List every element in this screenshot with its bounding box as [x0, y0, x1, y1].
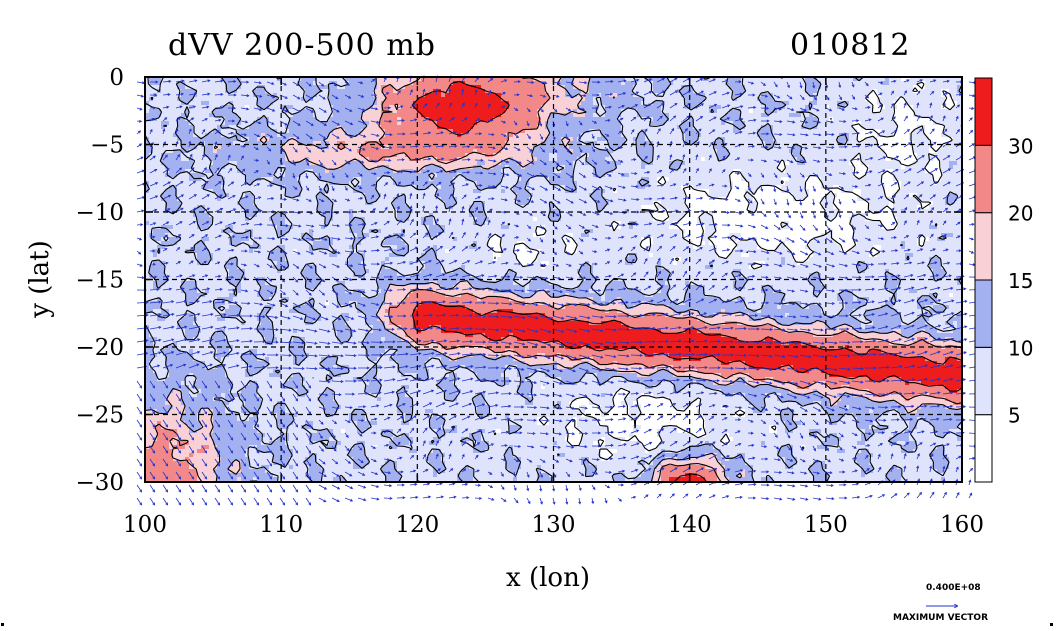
- x-tick-label: 100: [123, 512, 167, 538]
- colorbar-swatch-3: [975, 213, 992, 280]
- y-tick-label: −30: [75, 470, 124, 496]
- y-tick-labels: 0 −5 −10 −15 −20 −25 −30: [75, 65, 124, 496]
- max-vector-value: 0.400E+08: [926, 583, 981, 593]
- chart-date: 010812: [790, 28, 911, 63]
- max-vector-label: MAXIMUM VECTOR: [893, 613, 988, 623]
- y-tick-label: −15: [75, 268, 124, 294]
- corner-mark: [1050, 623, 1053, 626]
- y-tick-label: −20: [75, 335, 124, 361]
- colorbar-swatch-1: [975, 347, 992, 414]
- colorbar-label: 30: [1008, 134, 1033, 158]
- x-tick-label: 150: [804, 512, 848, 538]
- colorbar-swatch-0: [975, 415, 992, 482]
- x-axis-label: x (lon): [506, 563, 590, 593]
- x-tick-label: 110: [259, 512, 303, 538]
- colorbar-label: 5: [1008, 404, 1021, 428]
- colorbar-label: 15: [1008, 269, 1033, 293]
- y-axis-label: y (lat): [25, 240, 55, 319]
- colorbar-labels: 5 10 15 20 30: [1008, 134, 1033, 427]
- chart-title: dVV 200-500 mb: [168, 28, 436, 63]
- colorbar-label: 20: [1008, 202, 1033, 226]
- colorbar: [975, 78, 992, 482]
- x-tick-label: 130: [532, 512, 576, 538]
- colorbar-swatch-4: [975, 145, 992, 212]
- corner-mark: [1, 623, 4, 626]
- x-tick-label: 140: [668, 512, 712, 538]
- colorbar-swatch-2: [975, 280, 992, 347]
- y-tick-label: −5: [90, 133, 124, 159]
- colorbar-label: 10: [1008, 336, 1033, 360]
- y-tick-label: 0: [109, 65, 124, 91]
- y-tick-label: −10: [75, 200, 124, 226]
- x-tick-labels: 100 110 120 130 140 150 160: [123, 512, 984, 538]
- x-tick-label: 160: [940, 512, 984, 538]
- colorbar-swatch-5: [975, 78, 992, 145]
- y-tick-label: −25: [75, 403, 124, 429]
- x-tick-label: 120: [395, 512, 439, 538]
- chart-canvas: 100 110 120 130 140 150 160 0 −5 −10 −15 −20 −25 −30…: [0, 0, 1056, 631]
